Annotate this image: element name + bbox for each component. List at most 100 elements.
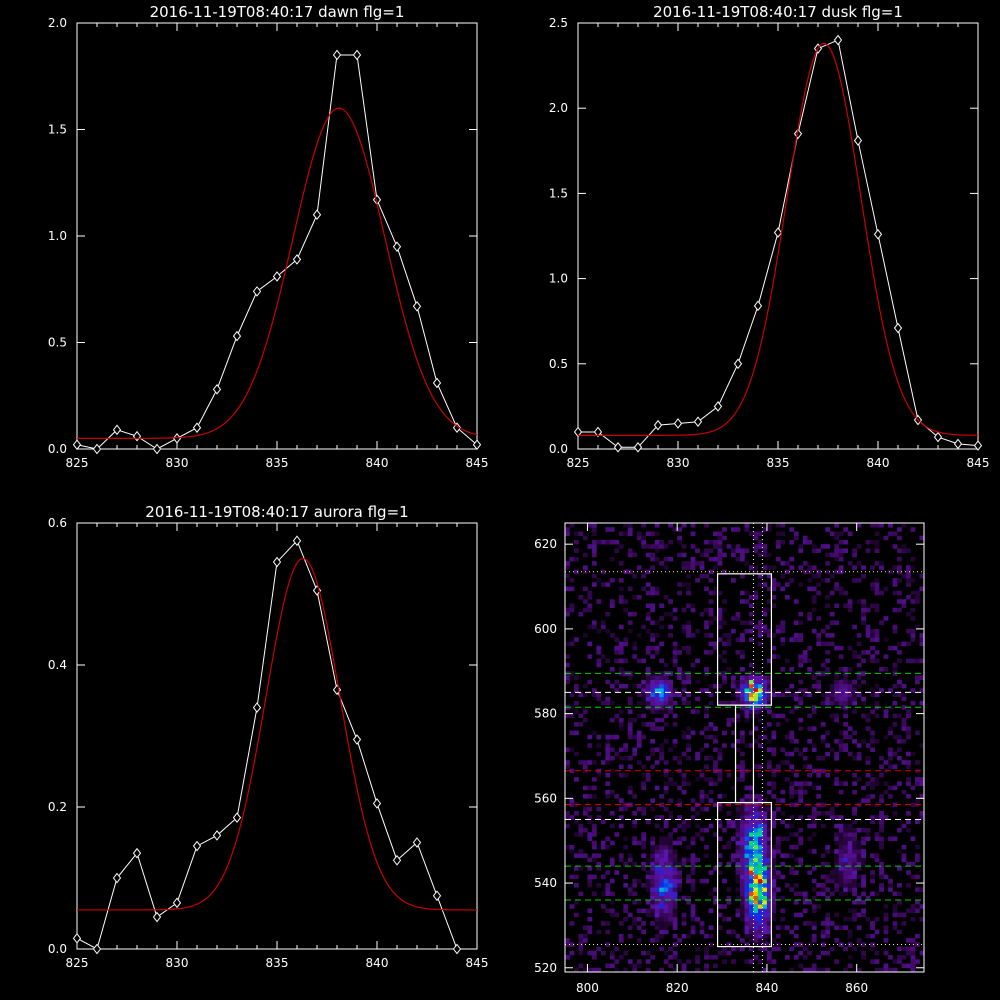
heatmap-cell xyxy=(892,967,898,972)
heatmap-cell xyxy=(775,874,781,880)
heatmap-cell xyxy=(892,590,898,596)
heatmap-cell xyxy=(605,929,611,935)
heatmap-cell xyxy=(798,700,804,706)
heatmap-cell xyxy=(775,806,781,812)
heatmap-cell xyxy=(686,633,691,638)
heatmap-cell xyxy=(780,624,786,630)
heatmap-cell xyxy=(852,650,857,655)
heatmap-cell xyxy=(753,806,759,812)
heatmap-cell xyxy=(838,823,844,829)
heatmap-cell xyxy=(766,573,772,579)
heatmap-cell xyxy=(802,764,808,769)
heatmap-cell xyxy=(686,590,691,596)
heatmap-cell xyxy=(582,709,588,714)
heatmap-cell xyxy=(663,819,669,825)
heatmap-cell xyxy=(708,539,714,545)
heatmap-cell xyxy=(744,548,750,553)
heatmap-cell xyxy=(668,963,673,969)
heatmap-cell xyxy=(838,645,844,651)
heatmap-cell xyxy=(704,743,709,748)
heatmap-cell xyxy=(699,573,705,579)
heatmap-cell xyxy=(874,836,880,841)
heatmap-cell xyxy=(829,870,835,875)
heatmap-cell xyxy=(789,785,795,791)
heatmap-cell xyxy=(757,709,763,714)
heatmap-cell xyxy=(645,772,651,778)
heatmap-cell xyxy=(740,806,745,812)
heatmap-cell xyxy=(843,709,849,714)
heatmap-cell xyxy=(695,955,700,960)
heatmap-cell xyxy=(650,726,656,731)
heatmap-cell xyxy=(641,853,647,858)
heatmap-cell xyxy=(748,679,754,685)
heatmap-cell xyxy=(627,717,633,723)
heatmap-cell xyxy=(717,556,723,562)
heatmap-cell xyxy=(600,891,606,897)
heatmap-cell xyxy=(852,755,857,761)
heatmap-cell xyxy=(753,726,759,731)
heatmap-cell xyxy=(645,959,651,964)
heatmap-cell xyxy=(623,916,629,922)
heatmap-cell xyxy=(686,692,691,697)
plot-frame xyxy=(76,22,478,450)
heatmap-cell xyxy=(731,819,736,825)
heatmap-cell xyxy=(802,921,808,926)
heatmap-cell xyxy=(645,582,651,587)
heatmap-cell xyxy=(677,539,682,545)
heatmap-cell xyxy=(609,747,615,753)
heatmap-cell xyxy=(641,535,647,541)
heatmap-cell xyxy=(852,840,857,846)
heatmap-cell xyxy=(690,840,696,846)
heatmap-cell xyxy=(565,565,570,570)
heatmap-cell xyxy=(748,823,754,829)
heatmap-cell xyxy=(901,857,907,863)
heatmap-cell xyxy=(627,527,633,532)
heatmap-cell xyxy=(740,650,745,655)
heatmap-cell xyxy=(614,751,620,757)
heatmap-cell xyxy=(659,743,665,748)
heatmap-cell xyxy=(753,764,759,769)
heatmap-cell xyxy=(582,811,588,816)
heatmap-cell xyxy=(910,942,916,947)
heatmap-cell xyxy=(659,912,665,918)
heatmap-cell xyxy=(632,611,638,617)
heatmap-cell xyxy=(614,650,620,655)
heatmap-cell xyxy=(789,556,795,562)
data-point-marker xyxy=(92,943,102,955)
heatmap-cell xyxy=(825,624,831,630)
heatmap-cell xyxy=(565,942,570,947)
heatmap-cell xyxy=(834,696,840,702)
heatmap-cell xyxy=(672,692,678,697)
heatmap-cell xyxy=(663,688,669,693)
heatmap-cell xyxy=(775,582,781,587)
heatmap-cell xyxy=(704,827,709,833)
heatmap-cell xyxy=(843,527,849,532)
heatmap-cell xyxy=(856,633,862,638)
heatmap-cell xyxy=(892,671,898,676)
heatmap-cell xyxy=(569,713,575,719)
heatmap-cell xyxy=(757,912,763,918)
heatmap-cell xyxy=(672,908,678,913)
heatmap-cell xyxy=(793,535,799,541)
heatmap-cell xyxy=(780,811,786,816)
heatmap-cell xyxy=(793,599,799,604)
heatmap-cell xyxy=(753,908,759,913)
heatmap-cell xyxy=(708,933,714,939)
heatmap-cell xyxy=(807,950,813,956)
chart-title: 2016-11-19T08:40:17 dusk flg=1 xyxy=(653,3,903,21)
heatmap-cell xyxy=(645,912,651,918)
heatmap-cell xyxy=(838,857,844,863)
heatmap-cell xyxy=(672,853,678,858)
heatmap-cell xyxy=(834,887,840,892)
heatmap-cell xyxy=(645,692,651,697)
heatmap-cell xyxy=(605,747,611,753)
heatmap-cell xyxy=(704,552,709,558)
heatmap-cell xyxy=(874,561,880,566)
heatmap-cell xyxy=(587,929,593,935)
heatmap-cell xyxy=(663,950,669,956)
heatmap-cell xyxy=(605,908,611,913)
heatmap-cell xyxy=(838,853,844,858)
heatmap-cell xyxy=(735,777,741,782)
heatmap-cell xyxy=(874,539,880,545)
